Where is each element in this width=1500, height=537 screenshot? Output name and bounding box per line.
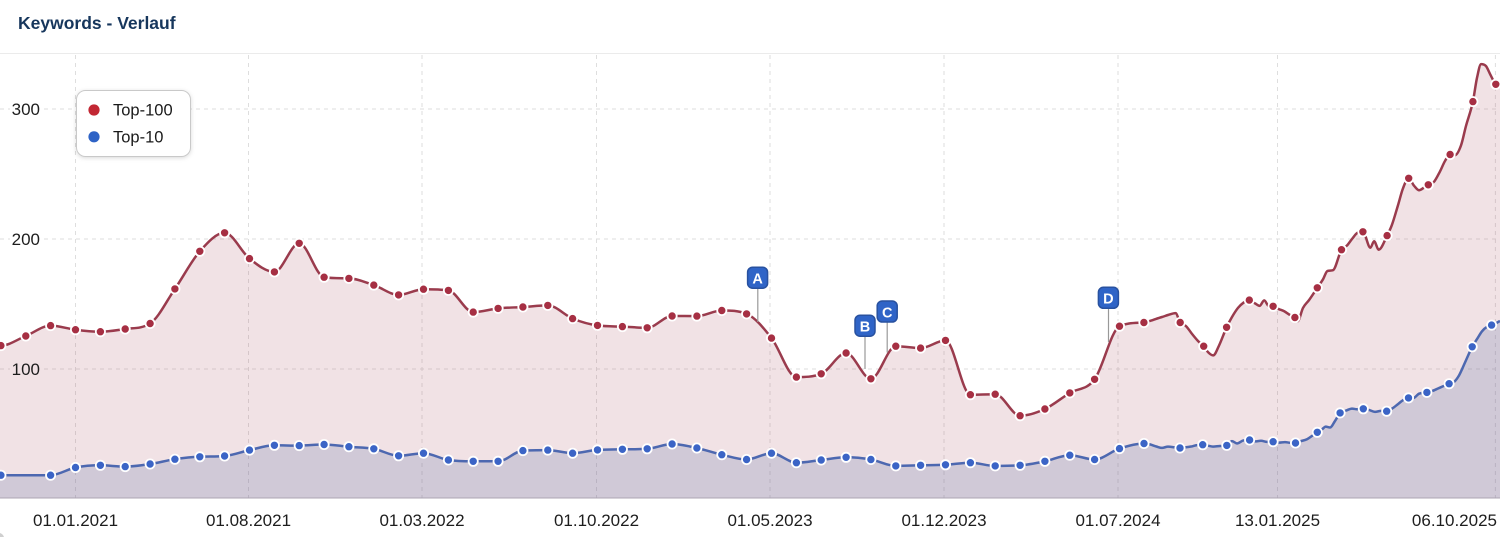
- svg-text:A: A: [752, 272, 763, 288]
- svg-text:Top-10: Top-10: [113, 128, 163, 146]
- svg-text:C: C: [882, 305, 893, 321]
- svg-text:D: D: [1103, 292, 1113, 308]
- svg-text:100: 100: [12, 360, 40, 379]
- svg-text:01.01.2021: 01.01.2021: [33, 511, 118, 530]
- svg-text:200: 200: [12, 230, 40, 249]
- svg-text:01.07.2024: 01.07.2024: [1075, 511, 1160, 530]
- svg-text:01.12.2023: 01.12.2023: [901, 511, 986, 530]
- svg-text:Top-100: Top-100: [113, 102, 173, 120]
- svg-text:06.10.2025: 06.10.2025: [1412, 511, 1497, 530]
- svg-text:01.05.2023: 01.05.2023: [727, 511, 812, 530]
- svg-text:01.08.2021: 01.08.2021: [206, 511, 291, 530]
- svg-text:B: B: [860, 320, 870, 336]
- svg-text:13.01.2025: 13.01.2025: [1235, 511, 1320, 530]
- svg-text:300: 300: [12, 100, 40, 119]
- svg-text:01.03.2022: 01.03.2022: [379, 511, 464, 530]
- svg-text:01.10.2022: 01.10.2022: [554, 511, 639, 530]
